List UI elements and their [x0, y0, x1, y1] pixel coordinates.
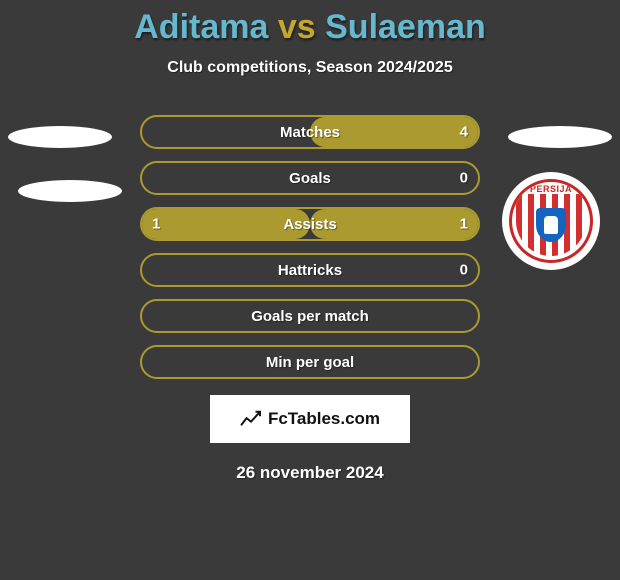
player1-avatar-bottom — [18, 180, 122, 202]
team-badge: PERSIJA — [502, 172, 600, 270]
badge-monument — [544, 216, 558, 234]
comparison-title: Aditama vs Sulaeman — [0, 0, 620, 47]
stat-value-right: 1 — [460, 216, 468, 233]
stat-row: Hattricks 0 — [140, 253, 480, 287]
badge-text: PERSIJA — [512, 184, 590, 194]
player2-avatar-top — [508, 126, 612, 148]
stat-row: Assists 1 1 — [140, 207, 480, 241]
stat-value-left: 1 — [152, 216, 160, 233]
stat-label: Goals per match — [251, 308, 369, 325]
date-text: 26 november 2024 — [0, 463, 620, 483]
team-badge-inner: PERSIJA — [509, 179, 593, 263]
source-brand: FcTables.com — [210, 395, 410, 443]
stat-label: Min per goal — [266, 354, 354, 371]
source-brand-text: FcTables.com — [268, 409, 380, 429]
stat-label: Assists — [283, 216, 336, 233]
badge-shield — [536, 208, 566, 242]
stat-row: Goals 0 — [140, 161, 480, 195]
stat-value-right: 4 — [460, 124, 468, 141]
stat-value-right: 0 — [460, 170, 468, 187]
chart-icon — [240, 410, 262, 428]
player1-avatar-top — [8, 126, 112, 148]
stat-value-right: 0 — [460, 262, 468, 279]
stat-row: Matches 4 — [140, 115, 480, 149]
stat-row: Goals per match — [140, 299, 480, 333]
stat-label: Hattricks — [278, 262, 342, 279]
player1-name: Aditama — [134, 8, 268, 46]
player2-name: Sulaeman — [325, 8, 486, 46]
stat-row: Min per goal — [140, 345, 480, 379]
stat-label: Matches — [280, 124, 340, 141]
vs-text: vs — [278, 8, 316, 46]
stat-label: Goals — [289, 170, 331, 187]
subtitle: Club competitions, Season 2024/2025 — [0, 59, 620, 77]
